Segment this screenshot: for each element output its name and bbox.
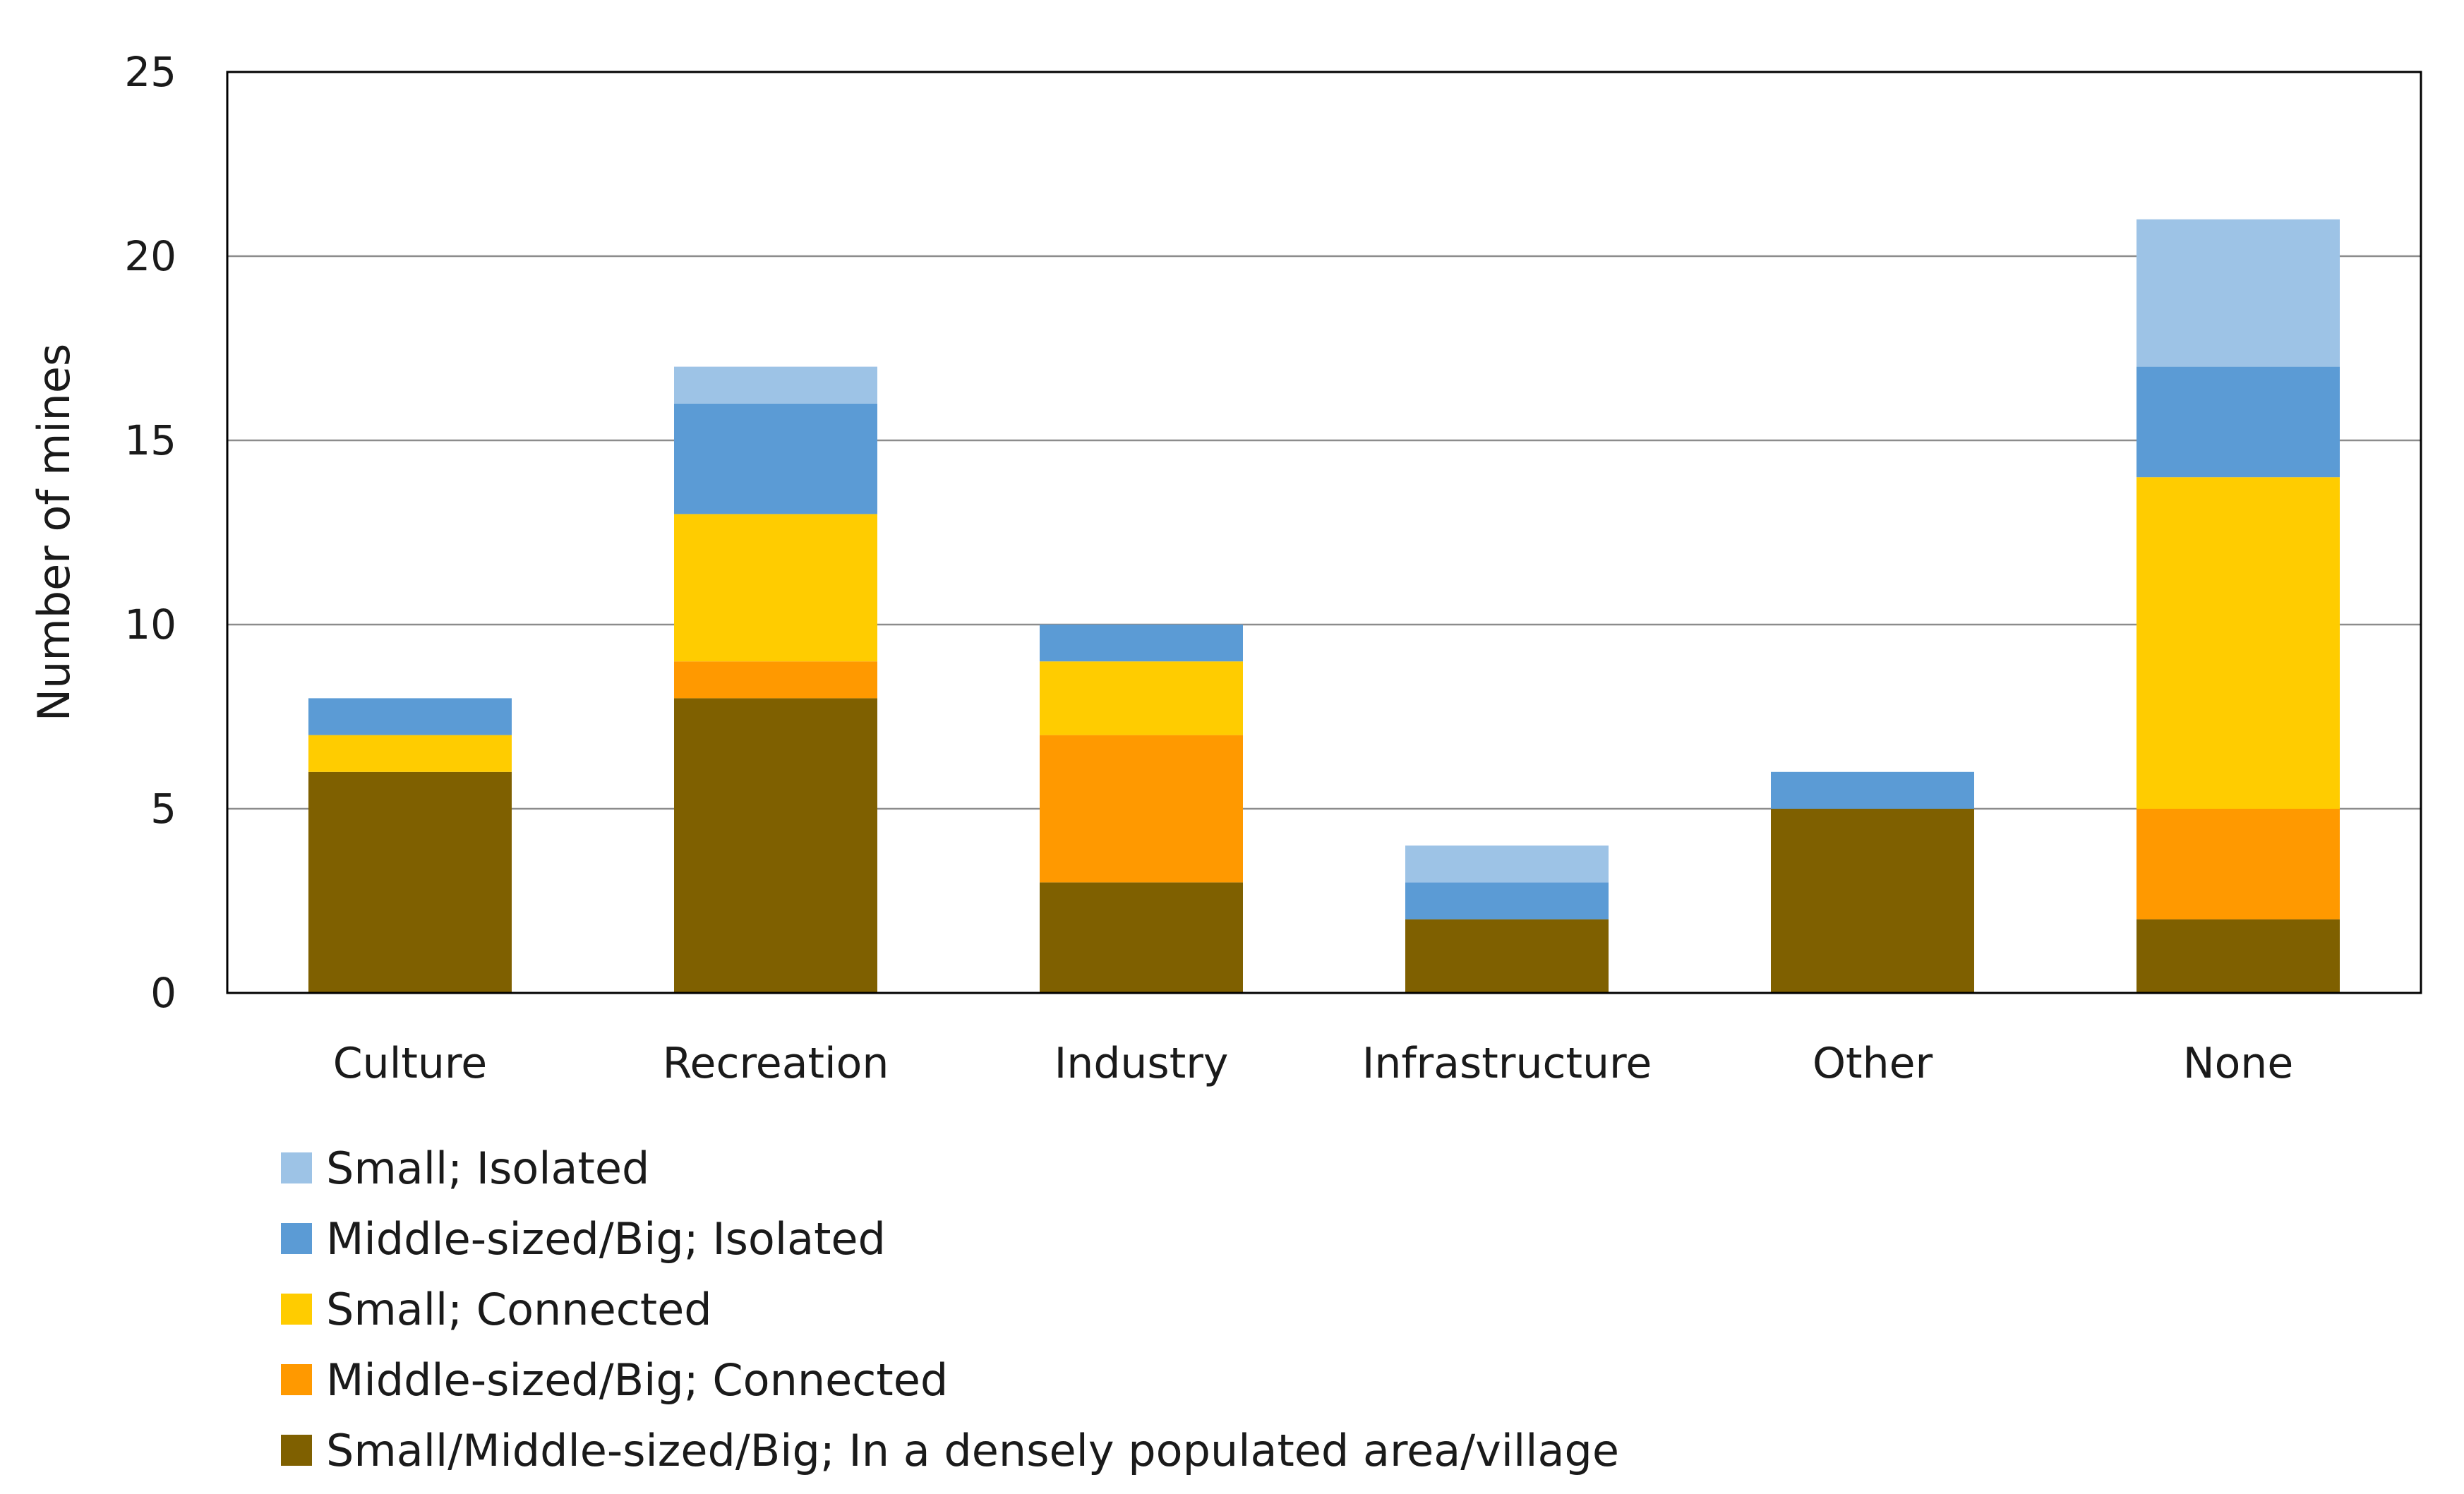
x-category-label: Infrastructure: [1362, 1039, 1652, 1088]
bar-segment: [1040, 882, 1243, 993]
x-category-label: Culture: [333, 1039, 487, 1088]
legend-label: Small; Isolated: [326, 1143, 649, 1194]
bar-segment: [1040, 625, 1243, 662]
legend-swatch: [281, 1435, 312, 1466]
legend-label: Small/Middle-sized/Big; In a densely pop…: [326, 1425, 1619, 1476]
bar-segment: [308, 735, 512, 772]
bar-segment: [2137, 919, 2340, 993]
legend-item: Middle-sized/Big; Connected: [281, 1354, 948, 1406]
bar-segment: [674, 403, 877, 514]
legend-swatch: [281, 1364, 312, 1395]
legend-swatch: [281, 1223, 312, 1254]
bar-segment: [674, 698, 877, 993]
plot-area-border: [226, 71, 2422, 994]
x-category-label: None: [2183, 1039, 2294, 1088]
bar-segment: [2137, 366, 2340, 478]
legend-item: Small; Connected: [281, 1284, 712, 1335]
bar-segment: [308, 698, 512, 735]
bar-segment: [674, 661, 877, 699]
y-tick-label: 15: [124, 416, 176, 464]
x-axis-category-labels: Culture Recreation Industry Infrastructure O…: [333, 1039, 2293, 1088]
y-axis-title: Number of mines: [28, 344, 80, 722]
y-tick-label: 5: [150, 785, 176, 833]
legend-label: Middle-sized/Big; Isolated: [326, 1213, 886, 1265]
x-category-label: Industry: [1054, 1039, 1229, 1088]
legend-item: Small/Middle-sized/Big; In a densely pop…: [281, 1425, 1619, 1476]
legend-item: Middle-sized/Big; Isolated: [281, 1213, 886, 1265]
bar-segment: [1405, 882, 1609, 920]
bar-segment: [2137, 219, 2340, 367]
bar-segment: [2137, 477, 2340, 809]
bar-segment: [1771, 809, 1974, 993]
y-axis-ticks: 0 5 10 15 20 25: [124, 48, 176, 1017]
bar-segment: [1405, 845, 1609, 883]
bar-segment: [2137, 809, 2340, 920]
legend: Small; Isolated Middle-sized/Big; Isolate…: [281, 1143, 1619, 1476]
legend-label: Small; Connected: [326, 1284, 712, 1335]
y-tick-label: 10: [124, 601, 176, 649]
legend-label: Middle-sized/Big; Connected: [326, 1354, 948, 1406]
legend-swatch: [281, 1152, 312, 1183]
y-tick-label: 25: [124, 48, 176, 96]
bars: [308, 219, 2340, 993]
legend-item: Small; Isolated: [281, 1143, 649, 1194]
y-tick-label: 20: [124, 232, 176, 280]
legend-swatch: [281, 1294, 312, 1325]
bar-segment: [674, 514, 877, 662]
bar-segment: [1405, 919, 1609, 993]
bar-segment: [674, 366, 877, 404]
bar-segment: [1040, 735, 1243, 883]
x-category-label: Recreation: [663, 1039, 889, 1088]
y-tick-label: 0: [150, 969, 176, 1017]
x-category-label: Other: [1813, 1039, 1933, 1088]
gridlines: [227, 255, 2421, 810]
bar-segment: [1040, 661, 1243, 735]
bar-segment: [1771, 771, 1974, 809]
bar-segment: [308, 771, 512, 993]
